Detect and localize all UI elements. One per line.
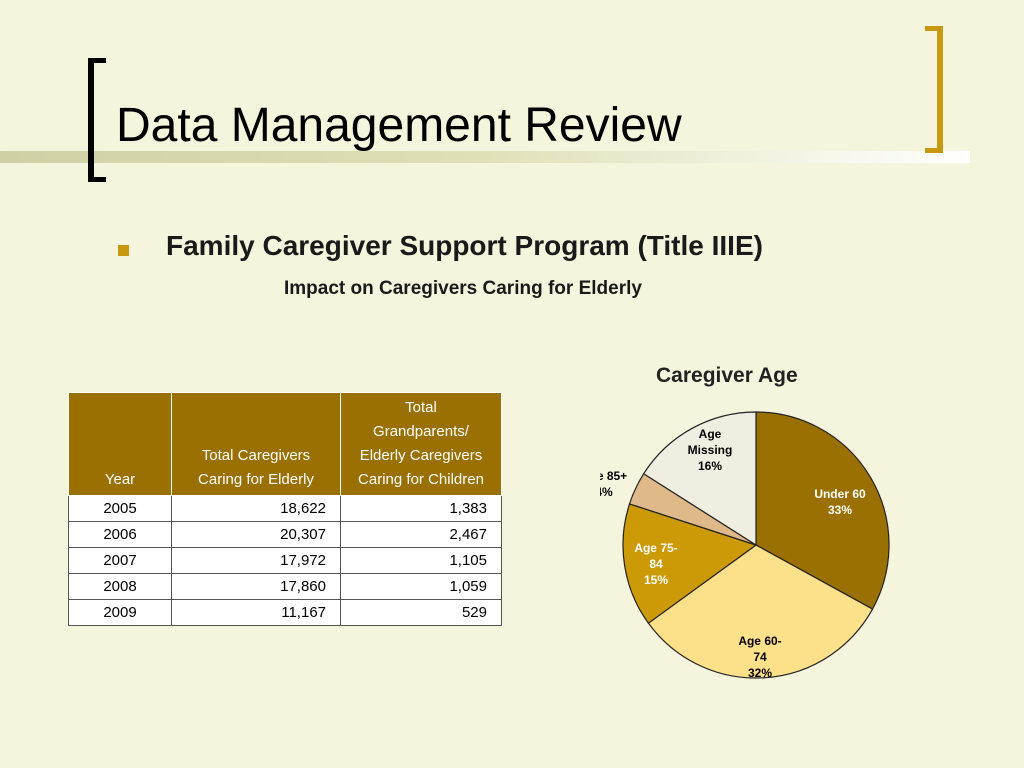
table-row: 2009 11,167 529 xyxy=(68,599,502,626)
pie-slice xyxy=(755,411,890,610)
bullet-square-icon xyxy=(118,245,129,256)
cell-children: 2,467 xyxy=(340,521,502,548)
slide-title: Data Management Review xyxy=(116,99,682,152)
pie-slice-label: Age 60-74 32% xyxy=(738,634,781,680)
pie-slice-label: Age Missing 16% xyxy=(688,427,733,473)
cell-year: 2005 xyxy=(68,495,172,522)
header-year: Year xyxy=(68,392,172,496)
cell-children: 1,105 xyxy=(340,547,502,574)
right-bracket-decoration xyxy=(925,26,943,153)
header-elderly: Total Caregivers Caring for Elderly xyxy=(171,392,341,496)
cell-year: 2007 xyxy=(68,547,172,574)
cell-elderly: 11,167 xyxy=(171,599,341,626)
cell-year: 2008 xyxy=(68,573,172,600)
table-row: 2008 17,860 1,059 xyxy=(68,573,502,600)
cell-children: 1,059 xyxy=(340,573,502,600)
header-children: Total Grandparents/ Elderly Caregivers Car… xyxy=(340,392,502,496)
table-header-row: Year Total Caregivers Caring for Elderly … xyxy=(68,392,502,496)
table-row: 2005 18,622 1,383 xyxy=(68,495,502,522)
cell-elderly: 20,307 xyxy=(171,521,341,548)
cell-elderly: 17,972 xyxy=(171,547,341,574)
slide-heading: Family Caregiver Support Program (Title … xyxy=(166,230,763,261)
pie-slice-label: Age 85+4% xyxy=(600,469,627,499)
table-row: 2007 17,972 1,105 xyxy=(68,547,502,574)
caregiver-table: Year Total Caregivers Caring for Elderly … xyxy=(68,392,502,626)
cell-children: 529 xyxy=(340,599,502,626)
pie-slice-label: Under 60 33% xyxy=(814,487,866,517)
cell-elderly: 18,622 xyxy=(171,495,341,522)
cell-elderly: 17,860 xyxy=(171,573,341,600)
cell-year: 2009 xyxy=(68,599,172,626)
cell-year: 2006 xyxy=(68,521,172,548)
pie-slice xyxy=(642,411,757,547)
left-bracket-decoration xyxy=(88,58,106,182)
pie-slice xyxy=(622,503,758,625)
title-underline-bar xyxy=(0,151,970,163)
table-row: 2006 20,307 2,467 xyxy=(68,521,502,548)
pie-slice xyxy=(647,544,874,679)
cell-children: 1,383 xyxy=(340,495,502,522)
slide-subheading: Impact on Caregivers Caring for Elderly xyxy=(284,278,642,299)
chart-title: Caregiver Age xyxy=(656,364,798,387)
pie-slice-label: Age 75-84 15% xyxy=(634,541,677,587)
